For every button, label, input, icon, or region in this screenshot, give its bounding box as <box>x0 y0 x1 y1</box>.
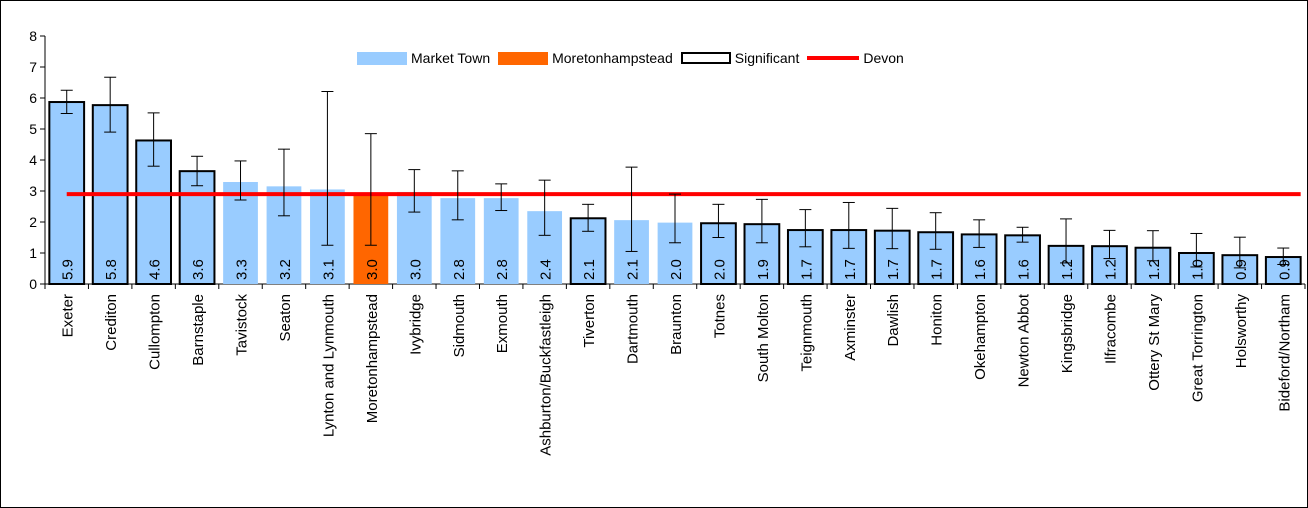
category-label: Exmouth <box>494 294 511 353</box>
legend-label-market-town: Market Town <box>411 50 491 66</box>
y-tick-label: 5 <box>29 121 37 137</box>
legend-swatch-moretonhampstead <box>498 51 549 65</box>
category-label: Tiverton <box>581 294 598 348</box>
value-label: 3.6 <box>190 259 207 280</box>
category-label: Braunton <box>668 294 685 355</box>
category-label: Seaton <box>277 294 294 342</box>
bars-group <box>48 101 1302 286</box>
legend-swatch-devon <box>807 56 860 60</box>
y-tick-label: 6 <box>29 90 37 106</box>
category-label: Totnes <box>711 294 728 338</box>
category-label: Honiton <box>929 294 946 346</box>
legend-label-devon: Devon <box>863 50 904 66</box>
legend-label-significant: Significant <box>734 50 800 66</box>
bar <box>960 233 998 285</box>
value-label: 1.6 <box>972 259 989 280</box>
y-tick-label: 1 <box>29 245 37 261</box>
value-label: 3.3 <box>234 259 251 280</box>
category-label: Teignmouth <box>798 294 815 372</box>
category-label: Axminster <box>842 294 859 361</box>
value-label: 1.9 <box>755 259 772 280</box>
category-label: Exeter <box>60 294 77 337</box>
y-tick-label: 8 <box>29 28 37 44</box>
legend-item-significant: Significant <box>680 50 800 66</box>
category-label: Ilfracombe <box>1102 294 1119 364</box>
value-label: 2.4 <box>538 259 555 280</box>
value-label: 2.8 <box>494 259 511 280</box>
value-label: 1.7 <box>929 259 946 280</box>
y-tick-label: 7 <box>29 59 37 75</box>
category-label: Great Torrington <box>1189 294 1206 402</box>
legend-label-moretonhampstead: Moretonhampstead <box>552 50 673 66</box>
y-tick-label: 2 <box>29 214 37 230</box>
value-label: 5.8 <box>103 259 120 280</box>
value-label: 2.1 <box>625 259 642 280</box>
value-labels-group: 5.9 5.8 4.6 3.6 3.3 3.2 3.1 3.0 3.0 2.8 2.8 2.4 2.1 2… <box>60 259 1294 280</box>
legend-item-moretonhampstead: Moretonhampstead <box>498 50 673 66</box>
legend: Market Town Moretonhampstead Significant… <box>357 50 912 66</box>
value-label: 3.1 <box>320 259 337 280</box>
category-label: Cullompton <box>147 294 164 370</box>
error-bars-group <box>60 76 1290 269</box>
category-label: Bideford/Northam <box>1276 294 1293 412</box>
category-label: Moretonhampstead <box>364 294 381 423</box>
category-label: Ottery St Mary <box>1146 294 1163 391</box>
value-label: 3.2 <box>277 259 294 280</box>
y-tick-label: 0 <box>29 276 37 292</box>
value-label: 2.0 <box>711 259 728 280</box>
value-label: 1.2 <box>1102 259 1119 280</box>
legend-swatch-market-town <box>357 51 407 65</box>
value-label: 2.1 <box>581 259 598 280</box>
x-labels-group: Exeter Crediton Cullompton Barnstaple Tavist… <box>60 293 1294 456</box>
value-label: 1.2 <box>1059 259 1076 280</box>
category-label: Holsworthy <box>1233 294 1250 369</box>
bar <box>483 198 519 284</box>
category-label: South Molton <box>755 294 772 382</box>
category-label: Sidmouth <box>451 294 468 357</box>
category-label: Dawlish <box>885 294 902 347</box>
category-label: Barnstaple <box>190 294 207 366</box>
value-label: 3.0 <box>407 259 424 280</box>
category-label: Crediton <box>103 294 120 351</box>
value-label: 1.0 <box>1189 259 1206 280</box>
bar <box>178 170 216 285</box>
value-label: 2.8 <box>451 259 468 280</box>
category-label: Newton Abbot <box>1016 293 1033 387</box>
y-tick-label: 3 <box>29 183 37 199</box>
category-label: Kingsbridge <box>1059 294 1076 373</box>
value-label: 1.6 <box>1016 259 1033 280</box>
value-label: 1.7 <box>885 259 902 280</box>
value-label: 5.9 <box>60 259 77 280</box>
category-label: Dartmouth <box>625 294 642 364</box>
legend-item-market-town: Market Town <box>357 50 490 66</box>
value-label: 2.0 <box>668 259 685 280</box>
bar <box>1004 234 1041 285</box>
value-label: 0.9 <box>1276 259 1293 280</box>
value-label: 1.2 <box>1146 259 1163 280</box>
legend-item-devon: Devon <box>807 50 904 66</box>
category-label: Ivybridge <box>407 294 424 355</box>
category-label: Ashburton/Buckfastleigh <box>538 294 555 456</box>
value-label: 0.9 <box>1233 259 1250 280</box>
value-label: 1.7 <box>842 259 859 280</box>
category-label: Lynton and Lynmouth <box>320 294 337 437</box>
y-tick-label: 4 <box>29 152 37 168</box>
value-label: 3.0 <box>364 259 381 280</box>
legend-swatch-significant <box>680 52 731 64</box>
category-label: Okehampton <box>972 294 989 380</box>
category-label: Tavistock <box>234 294 251 356</box>
value-label: 4.6 <box>147 259 164 280</box>
value-label: 1.7 <box>798 259 815 280</box>
